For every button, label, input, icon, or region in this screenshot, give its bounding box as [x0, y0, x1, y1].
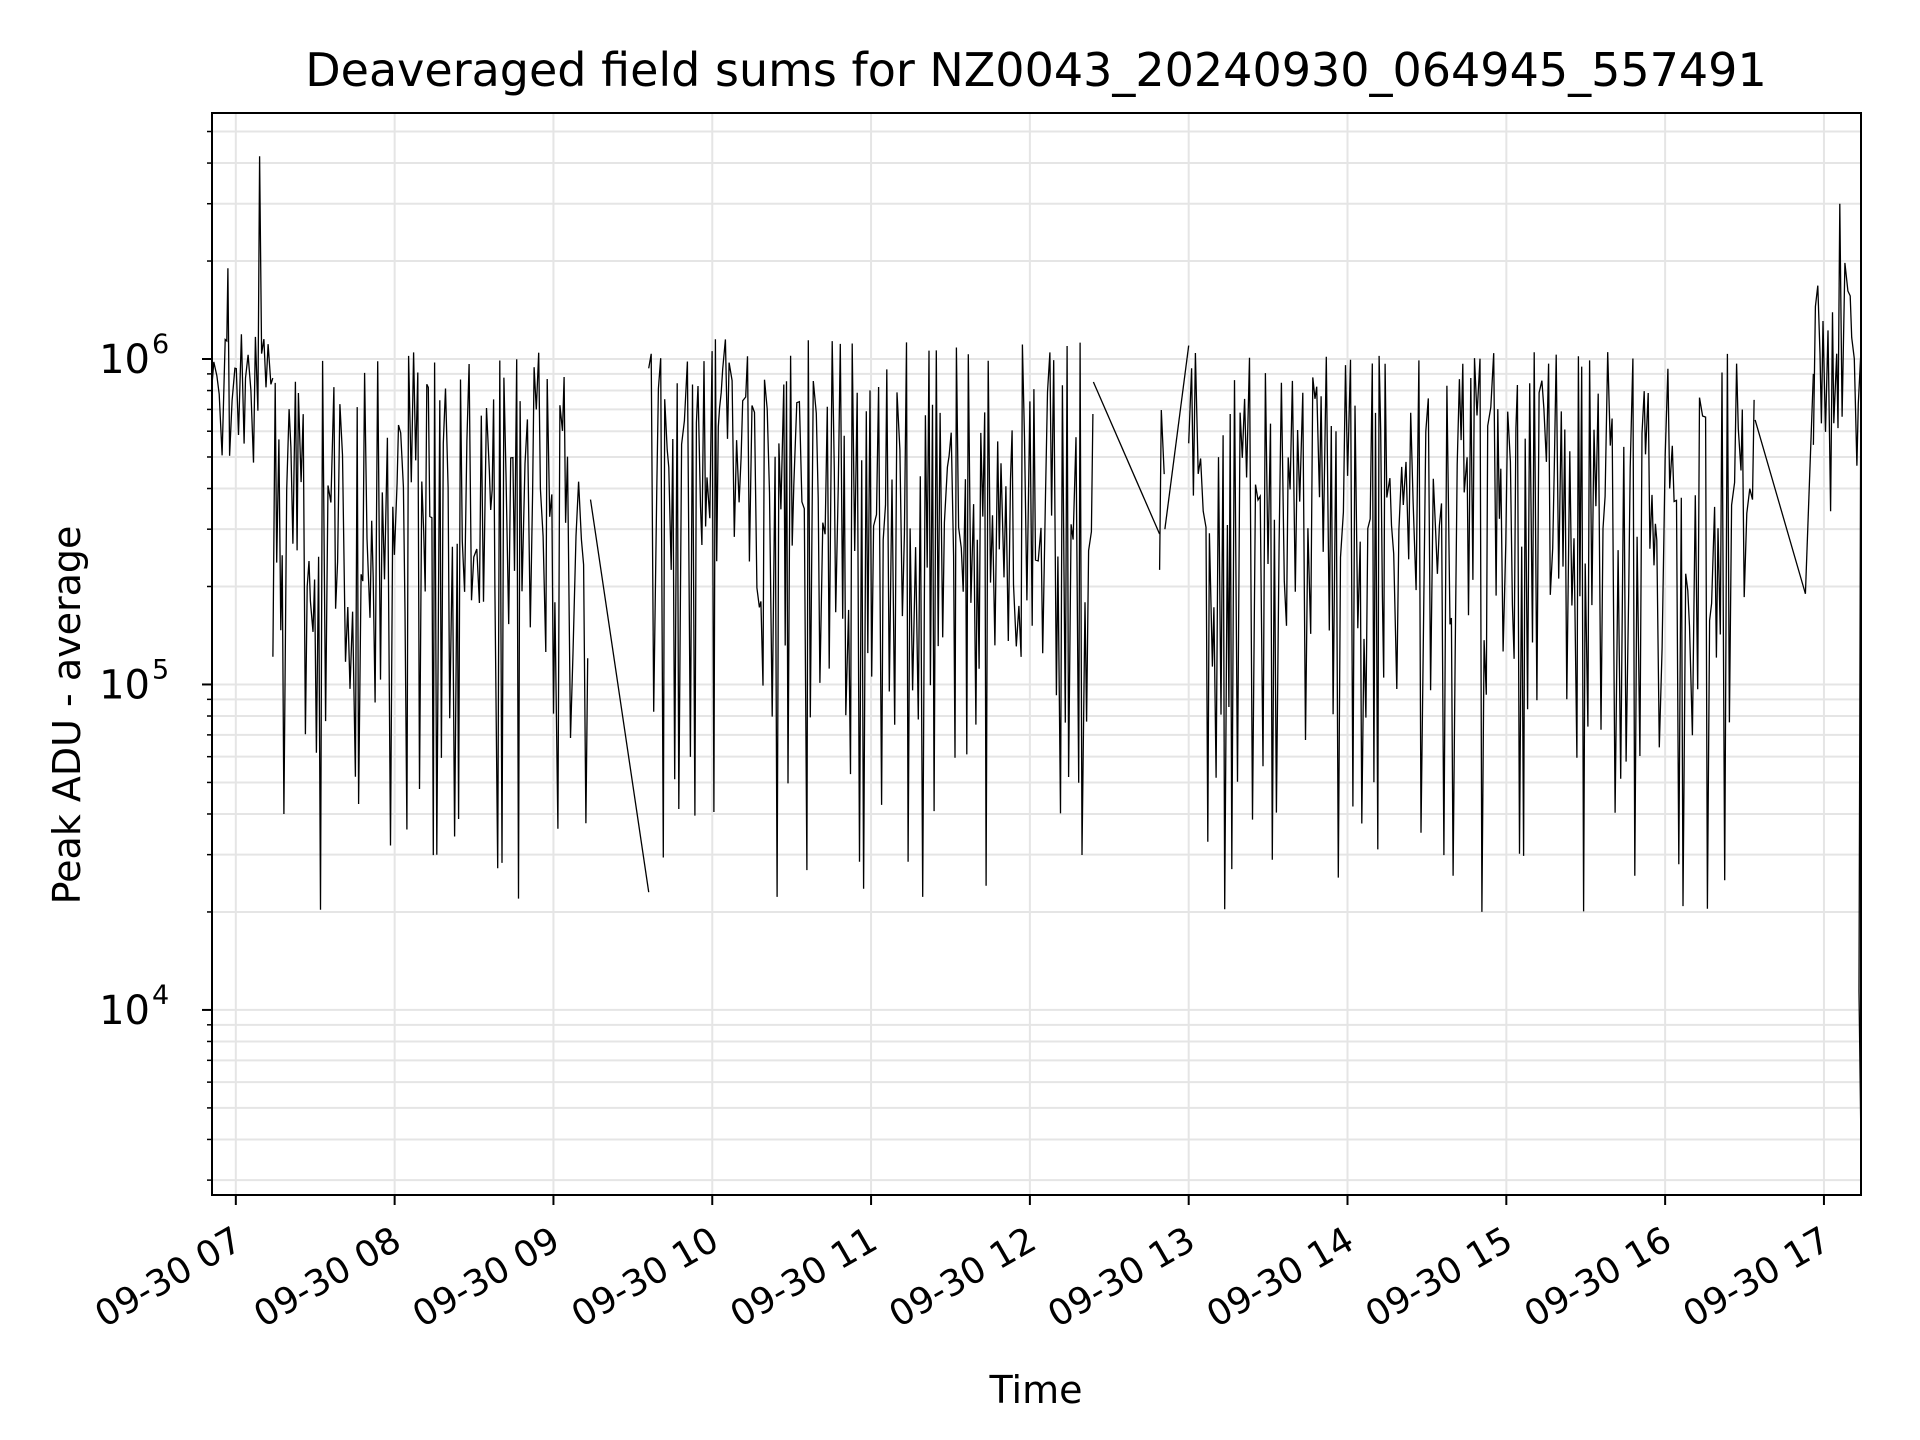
y-axis-label: Peak ADU - average: [45, 526, 89, 905]
data-layer: [211, 156, 1862, 1147]
x-tick-label: 09-30 14: [1200, 1219, 1361, 1335]
x-axis-label: Time: [989, 1368, 1083, 1412]
series-segment-1: [272, 352, 589, 910]
series-segment-2: [648, 339, 1094, 897]
x-tick-label: 09-30 16: [1518, 1219, 1679, 1335]
y-tick-exponent: 4: [152, 980, 169, 1011]
x-tick-label: 09-30 10: [565, 1219, 726, 1335]
x-tick-label: 09-30 07: [88, 1219, 249, 1335]
chart-title: Deaveraged field sums for NZ0043_2024093…: [305, 43, 1766, 97]
grid-layer: [212, 113, 1861, 1195]
x-tick-label: 09-30 12: [883, 1219, 1044, 1335]
y-tick-exponent: 5: [152, 654, 169, 685]
x-tick-label: 09-30 15: [1359, 1219, 1520, 1335]
series-connector-0: [589, 499, 650, 893]
x-tick-label: 09-30 11: [724, 1219, 885, 1335]
series-segment-4: [1188, 352, 1755, 912]
x-tick-label: 09-30 08: [247, 1219, 408, 1335]
series-connector-2: [1164, 345, 1190, 530]
series-connector-4: [1804, 373, 1815, 594]
series-segment-3: [1158, 409, 1165, 570]
series-connector-1: [1092, 381, 1161, 535]
plot-frame: [211, 112, 1862, 1196]
x-tick-label: 09-30 17: [1677, 1219, 1838, 1335]
y-tick-exponent: 6: [152, 329, 169, 360]
y-tick-label: 10: [99, 988, 150, 1034]
y-tick-label: 10: [99, 337, 150, 383]
y-tick-label: 10: [99, 662, 150, 708]
x-tick-label: 09-30 13: [1041, 1219, 1202, 1335]
series-segment-0: [211, 156, 274, 463]
series-segment-5: [1812, 203, 1862, 1147]
x-tick-label: 09-30 09: [406, 1219, 567, 1335]
series-connector-3: [1754, 419, 1807, 594]
